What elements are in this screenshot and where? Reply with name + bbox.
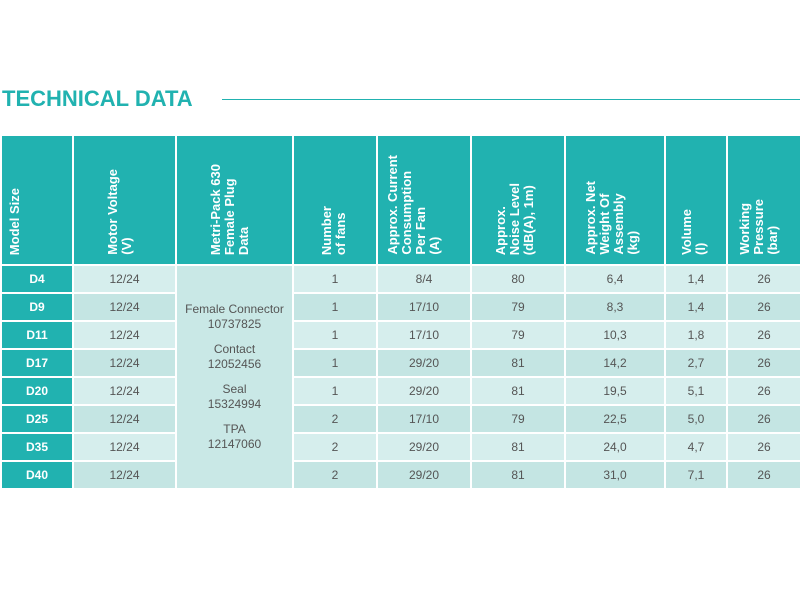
current-cell: 17/10: [376, 320, 472, 350]
weight-cell: 6,4: [564, 264, 666, 294]
volume-cell: 5,1: [664, 376, 728, 406]
table-header-row: Model Size Motor Voltage (V) Metri-Pack …: [0, 134, 800, 266]
volume-cell: 1,4: [664, 264, 728, 294]
volume-cell: 4,7: [664, 432, 728, 462]
page-title: TECHNICAL DATA: [2, 86, 193, 111]
fans-cell: 2: [292, 432, 378, 462]
pressure-cell: 26: [726, 348, 800, 378]
current-cell: 29/20: [376, 348, 472, 378]
weight-cell: 19,5: [564, 376, 666, 406]
plug-tpa: TPA 12147060: [177, 422, 292, 452]
model-cell: D40: [0, 460, 74, 490]
noise-cell: 81: [470, 432, 566, 462]
fans-cell: 1: [292, 292, 378, 322]
motor-voltage-cell: 12/24: [72, 348, 177, 378]
header-number-of-fans: Number of fans: [292, 134, 378, 266]
model-cell: D9: [0, 292, 74, 322]
pressure-cell: 26: [726, 404, 800, 434]
pressure-cell: 26: [726, 264, 800, 294]
model-cell: D4: [0, 264, 74, 294]
model-cell: D35: [0, 432, 74, 462]
current-cell: 8/4: [376, 264, 472, 294]
current-cell: 29/20: [376, 460, 472, 490]
plug-female-connector-label: Female Connector: [185, 302, 284, 316]
table-row: D20 12/24 1 29/20 81 19,5 5,1 26: [0, 376, 800, 406]
plug-seal: Seal 15324994: [177, 382, 292, 412]
plug-data-cell: Female Connector 10737825 Contact 120524…: [175, 264, 294, 490]
volume-cell: 1,4: [664, 292, 728, 322]
motor-voltage-cell: 12/24: [72, 264, 177, 294]
plug-contact-label: Contact: [213, 342, 256, 356]
motor-voltage-cell: 12/24: [72, 432, 177, 462]
pressure-cell: 26: [726, 376, 800, 406]
motor-voltage-cell: 12/24: [72, 320, 177, 350]
table-row: D40 12/24 2 29/20 81 31,0 7,1 26: [0, 460, 800, 490]
table-row: D4 12/24 Female Connector 10737825 Conta…: [0, 264, 800, 490]
volume-cell: 7,1: [664, 460, 728, 490]
plug-female-connector: Female Connector 10737825: [177, 302, 292, 332]
fans-cell: 2: [292, 460, 378, 490]
table-row: D17 12/24 1 29/20 81 14,2 2,7 26: [0, 348, 800, 378]
header-volume: Volume (l): [664, 134, 728, 266]
pressure-cell: 26: [726, 432, 800, 462]
table-row: D25 12/24 2 17/10 79 22,5 5,0 26: [0, 404, 800, 434]
current-cell: 17/10: [376, 292, 472, 322]
plug-female-connector-value: 10737825: [207, 317, 262, 331]
model-cell: D11: [0, 320, 74, 350]
weight-cell: 8,3: [564, 292, 666, 322]
plug-contact-value: 12052456: [207, 357, 262, 371]
volume-cell: 1,8: [664, 320, 728, 350]
table-row: D35 12/24 2 29/20 81 24,0 4,7 26: [0, 432, 800, 462]
pressure-cell: 26: [726, 292, 800, 322]
table-row: D9 12/24 1 17/10 79 8,3 1,4 26: [0, 292, 800, 322]
noise-cell: 80: [470, 264, 566, 294]
noise-cell: 81: [470, 348, 566, 378]
fans-cell: 2: [292, 404, 378, 434]
model-cell: D20: [0, 376, 74, 406]
title-divider: [222, 99, 800, 100]
plug-seal-value: 15324994: [207, 397, 262, 411]
noise-cell: 81: [470, 460, 566, 490]
current-cell: 29/20: [376, 432, 472, 462]
technical-data-table: Model Size Motor Voltage (V) Metri-Pack …: [0, 134, 800, 490]
weight-cell: 10,3: [564, 320, 666, 350]
header-model-size: Model Size: [0, 134, 74, 266]
motor-voltage-cell: 12/24: [72, 460, 177, 490]
noise-cell: 81: [470, 376, 566, 406]
fans-cell: 1: [292, 320, 378, 350]
model-cell: D17: [0, 348, 74, 378]
plug-contact: Contact 12052456: [177, 342, 292, 372]
weight-cell: 14,2: [564, 348, 666, 378]
header-net-weight: Approx. Net Weight Of Assembly (kg): [564, 134, 666, 266]
weight-cell: 31,0: [564, 460, 666, 490]
header-plug-data: Metri-Pack 630 Female Plug Data: [175, 134, 294, 266]
plug-seal-label: Seal: [222, 382, 247, 396]
volume-cell: 5,0: [664, 404, 728, 434]
plug-tpa-label: TPA: [223, 422, 246, 436]
weight-cell: 22,5: [564, 404, 666, 434]
noise-cell: 79: [470, 404, 566, 434]
volume-cell: 2,7: [664, 348, 728, 378]
pressure-cell: 26: [726, 460, 800, 490]
noise-cell: 79: [470, 320, 566, 350]
current-cell: 17/10: [376, 404, 472, 434]
plug-tpa-value: 12147060: [207, 437, 262, 451]
fans-cell: 1: [292, 376, 378, 406]
header-noise-level: Approx. Noise Level (dB(A), 1m): [470, 134, 566, 266]
model-cell: D25: [0, 404, 74, 434]
pressure-cell: 26: [726, 320, 800, 350]
fans-cell: 1: [292, 348, 378, 378]
table-row: D11 12/24 1 17/10 79 10,3 1,8 26: [0, 320, 800, 350]
fans-cell: 1: [292, 264, 378, 294]
motor-voltage-cell: 12/24: [72, 404, 177, 434]
motor-voltage-cell: 12/24: [72, 292, 177, 322]
header-current-consumption: Approx. Current Consumption Per Fan (A): [376, 134, 472, 266]
current-cell: 29/20: [376, 376, 472, 406]
noise-cell: 79: [470, 292, 566, 322]
motor-voltage-cell: 12/24: [72, 376, 177, 406]
header-motor-voltage: Motor Voltage (V): [72, 134, 177, 266]
weight-cell: 24,0: [564, 432, 666, 462]
header-working-pressure: Working Pressure (bar): [726, 134, 800, 266]
